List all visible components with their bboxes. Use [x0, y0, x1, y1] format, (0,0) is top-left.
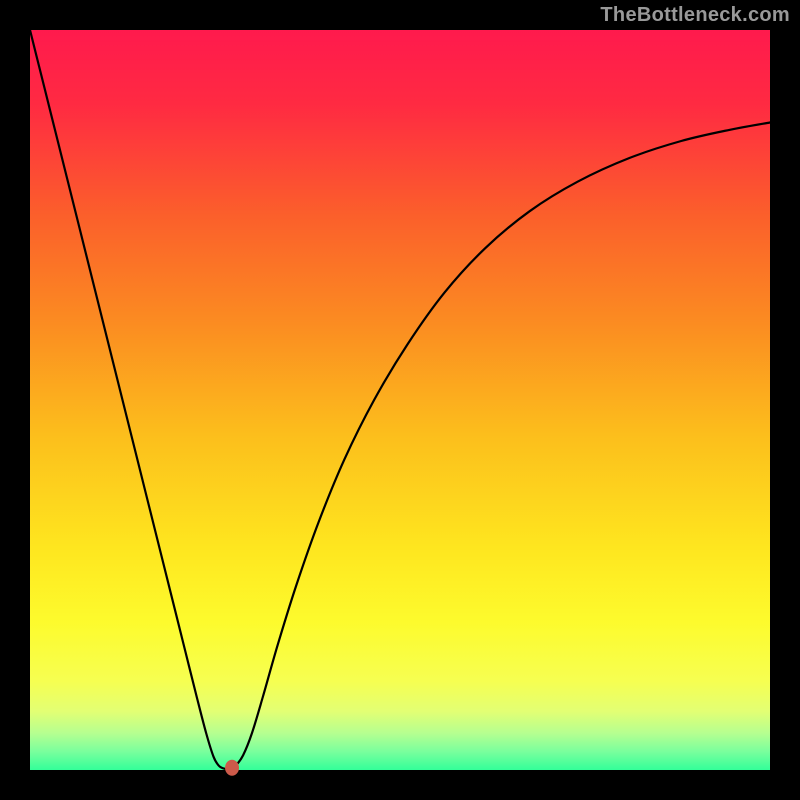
plot-background	[30, 30, 770, 770]
optimum-marker	[225, 760, 239, 776]
chart-container: { "watermark": { "text": "TheBottleneck.…	[0, 0, 800, 800]
watermark-text: TheBottleneck.com	[600, 4, 790, 27]
bottleneck-chart	[0, 0, 800, 800]
